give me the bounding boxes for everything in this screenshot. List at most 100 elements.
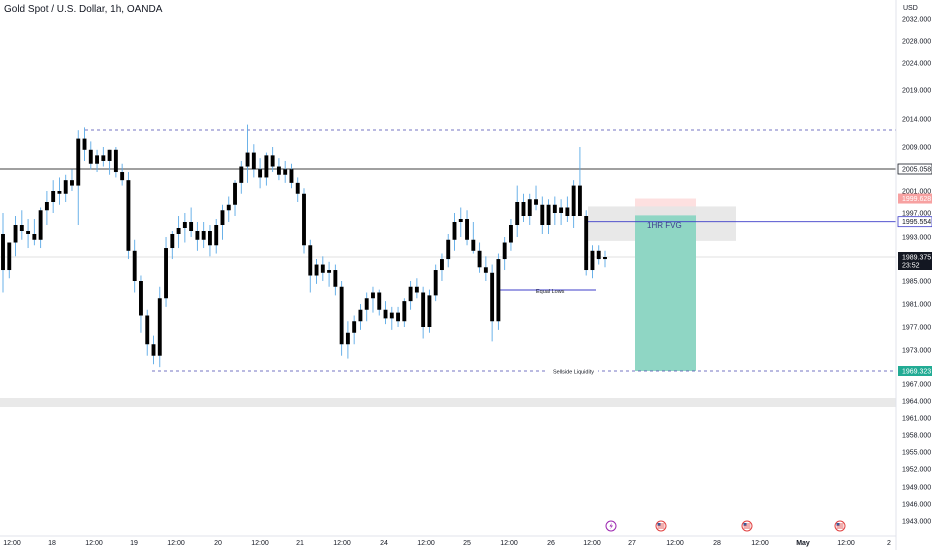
x-tick-label: 18 [48, 540, 56, 547]
x-tick-label: 28 [713, 540, 721, 547]
candle-body [251, 152, 256, 170]
candle-body [352, 321, 357, 333]
candle-body [276, 166, 281, 175]
candles-layer[interactable] [1, 124, 607, 368]
candle-body [540, 204, 545, 225]
zones-layer [588, 198, 736, 371]
candle-body [314, 264, 319, 276]
y-tick-label: 2009.000 [902, 145, 931, 152]
x-tick-label: 12:00 [251, 540, 269, 547]
candle-body [120, 172, 125, 181]
lightning-event-icon[interactable] [605, 520, 617, 532]
x-tick-label: 12:00 [85, 540, 103, 547]
y-tick-label: 2028.000 [902, 39, 931, 46]
candle-body [465, 219, 469, 240]
target-price-tag-bg [898, 366, 932, 376]
candle-body [396, 312, 401, 322]
candle-body [371, 292, 375, 299]
candle-body [26, 231, 31, 234]
candle-body [201, 231, 206, 240]
candle-body [502, 242, 507, 260]
candle-body [151, 344, 156, 356]
equal-lows-annotation: Equal Lows [536, 289, 565, 295]
y-tick-label: 2024.000 [902, 61, 931, 68]
us-flag-event-icon[interactable] [741, 520, 753, 532]
countdown-tag: 23:52 [902, 263, 920, 270]
candle-body [327, 270, 332, 273]
candle-body [264, 155, 269, 178]
x-tick-label: 19 [130, 540, 138, 547]
candle-body [57, 191, 62, 194]
candle-body [577, 185, 582, 216]
candle-body [95, 155, 100, 164]
candle-body [389, 312, 394, 319]
candle-body [421, 292, 426, 327]
candle-body [164, 248, 168, 299]
candle-body [139, 281, 143, 316]
candle-body [559, 207, 564, 213]
candle-body [270, 155, 275, 167]
candle-body [333, 270, 338, 287]
candle-body [446, 239, 451, 260]
candle-body [239, 166, 244, 183]
us-flag-event-icon[interactable] [655, 520, 667, 532]
candle-body [345, 332, 350, 345]
y-tick-label: 1946.000 [902, 502, 931, 509]
take-profit-zone [635, 215, 696, 371]
candle-body [452, 222, 457, 240]
candle-body [364, 298, 369, 310]
candle-body [358, 309, 363, 322]
candle-body [427, 295, 432, 327]
y-ticks[interactable]: 2032.000 2028.000 2024.000 2019.000 2014.000… [902, 17, 931, 526]
candle-body [414, 286, 419, 293]
candle-body [483, 267, 488, 273]
event-icons[interactable] [605, 520, 846, 532]
candle-body [320, 264, 325, 273]
candle-body [182, 222, 187, 228]
candle-body [7, 242, 12, 271]
candle-body [603, 257, 607, 260]
chart-title: Gold Spot / U.S. Dollar, 1h, OANDA [4, 4, 163, 15]
candle-body [496, 259, 501, 322]
candle-body [107, 149, 112, 161]
x-ticks[interactable]: 12:00 18 12:00 19 12:00 20 12:00 21 12:00 24 12:00… [3, 540, 891, 547]
x-tick-label: 2 [887, 540, 891, 547]
candle-body [82, 138, 87, 150]
x-tick-label: 26 [547, 540, 555, 547]
currency-label: USD [903, 5, 918, 12]
x-tick-label: 24 [380, 540, 388, 547]
lines-layer [0, 129, 896, 372]
candle-body [226, 204, 231, 211]
candle-body [590, 250, 595, 271]
candle-body [233, 182, 237, 205]
candle-body [402, 301, 407, 322]
y-tick-label: 1961.000 [902, 416, 931, 423]
candle-body [70, 180, 74, 186]
fvg-price-tag: 1995.554 [902, 219, 931, 226]
y-tick-label: 2019.000 [902, 88, 931, 95]
candle-body [44, 202, 49, 211]
axes-layer: USD [0, 0, 918, 550]
us-flag-event-icon[interactable] [834, 520, 846, 532]
candle-body [383, 309, 388, 319]
y-tick-label: 2014.000 [902, 117, 931, 124]
x-tick-label: 12:00 [500, 540, 518, 547]
candle-body [38, 210, 43, 240]
stop-price-tag-bg [898, 193, 932, 204]
candle-body [145, 315, 150, 345]
candle-body [477, 250, 482, 268]
candle-body [157, 298, 162, 356]
y-tick-label: 1977.000 [902, 325, 931, 332]
x-tick-label: 12:00 [666, 540, 684, 547]
candle-body [458, 219, 463, 222]
y-tick-label: 1958.000 [902, 433, 931, 440]
target-price-tag: 1969.323 [902, 369, 931, 376]
stop-price-tag: 1999.628 [902, 196, 931, 203]
candle-body [508, 225, 513, 243]
candle-body [521, 202, 526, 216]
y-tick-label: 1955.000 [902, 450, 931, 457]
candle-body [596, 250, 601, 260]
y-tick-label: 1997.000 [902, 211, 931, 218]
